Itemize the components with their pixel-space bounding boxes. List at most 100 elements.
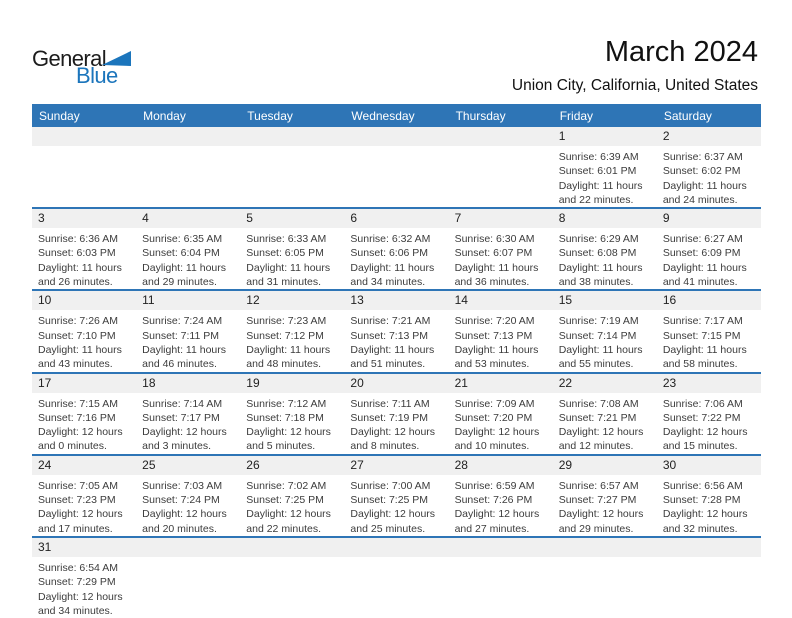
day-cell-8: 8 Sunrise: 6:29 AM Sunset: 6:08 PM Daylight… — [552, 208, 657, 290]
sun-times: Sunrise: 6:33 AM Sunset: 6:05 PM Daylight:… — [240, 228, 344, 289]
sun-times-line: and 29 minutes. — [558, 522, 634, 535]
sun-times-line: Daylight: 11 hours — [142, 261, 226, 274]
sun-times: Sunrise: 6:27 AM Sunset: 6:09 PM Daylight:… — [657, 228, 761, 289]
day-number: 12 — [240, 291, 345, 311]
sun-times-line: Sunrise: 7:19 AM — [558, 315, 639, 328]
sun-times-line: Sunset: 7:20 PM — [454, 411, 533, 424]
sun-times-line: Sunrise: 7:12 AM — [246, 397, 327, 410]
day-cell-7: 7 Sunrise: 6:30 AM Sunset: 6:07 PM Daylight… — [448, 208, 553, 290]
sun-times-line: and 48 minutes. — [246, 358, 321, 371]
sun-times: Sunrise: 6:57 AM Sunset: 7:27 PM Daylight:… — [553, 475, 657, 536]
sun-times-line: and 20 minutes. — [142, 522, 217, 535]
day-cell-16: 16 Sunrise: 7:17 AM Sunset: 7:15 PM Dayligh… — [656, 290, 761, 372]
sun-times-line: Sunset: 7:12 PM — [246, 329, 324, 342]
sun-times-line: Daylight: 11 hours — [350, 261, 435, 274]
sun-times-line: Daylight: 11 hours — [454, 343, 539, 356]
day-cell-25: 25 Sunrise: 7:03 AM Sunset: 7:24 PM Dayligh… — [136, 455, 241, 537]
sun-times-line: and 58 minutes. — [662, 358, 738, 371]
day-number: 23 — [656, 373, 761, 393]
sun-times-line: and 32 minutes. — [662, 522, 738, 535]
day-cell-29: 29 Sunrise: 6:57 AM Sunset: 7:27 PM Dayligh… — [552, 455, 657, 537]
sun-times: Sunrise: 7:17 AM Sunset: 7:15 PM Daylight:… — [657, 310, 761, 371]
sun-times-line: Daylight: 11 hours — [246, 343, 331, 356]
sun-times-line: Daylight: 11 hours — [662, 261, 747, 274]
sun-times-line: Sunset: 6:01 PM — [558, 165, 637, 178]
day-number: 2 — [656, 127, 761, 146]
day-number: 29 — [552, 455, 657, 475]
sun-times-line: and 38 minutes. — [558, 276, 634, 289]
sun-times-line: and 8 minutes. — [350, 440, 420, 453]
sun-times-line: and 53 minutes. — [454, 358, 530, 371]
day-cell-1: 1 Sunrise: 6:39 AM Sunset: 6:01 PM Daylight… — [552, 127, 657, 208]
sun-times-line: Sunrise: 6:36 AM — [38, 233, 118, 246]
sun-times-line: and 26 minutes. — [38, 276, 113, 289]
sun-times-line: and 0 minutes. — [38, 440, 107, 453]
sun-times-line: Sunset: 7:11 PM — [142, 329, 219, 342]
day-number — [344, 537, 449, 557]
sun-times-line: Sunset: 7:16 PM — [38, 411, 116, 424]
sun-times-line: Sunset: 7:15 PM — [662, 329, 741, 342]
sun-times-line: Sunrise: 6:32 AM — [350, 233, 431, 246]
logo-text-general: General — [32, 46, 107, 71]
sun-times-line: Sunrise: 7:00 AM — [350, 479, 431, 492]
sun-times: Sunrise: 6:37 AM Sunset: 6:02 PM Daylight:… — [657, 146, 761, 207]
sun-times-line: Sunset: 7:25 PM — [246, 494, 324, 507]
sun-times-line: Sunrise: 6:37 AM — [662, 151, 743, 163]
sun-times-line: Daylight: 12 hours — [350, 426, 436, 439]
day-number: 27 — [344, 455, 449, 475]
day-number — [656, 537, 761, 557]
weekday-header-wednesday: Wednesday — [344, 104, 449, 127]
day-cell-14: 14 Sunrise: 7:20 AM Sunset: 7:13 PM Dayligh… — [448, 290, 553, 372]
sun-times-line: Daylight: 11 hours — [38, 261, 122, 274]
sun-times: Sunrise: 6:32 AM Sunset: 6:06 PM Daylight:… — [344, 228, 448, 289]
sun-times-line: Sunrise: 7:17 AM — [662, 315, 743, 328]
sun-times: Sunrise: 7:19 AM Sunset: 7:14 PM Daylight:… — [553, 310, 657, 371]
sun-times-line: Sunset: 6:08 PM — [558, 247, 637, 260]
sun-times-line: Daylight: 12 hours — [142, 508, 227, 521]
day-number: 13 — [344, 291, 449, 311]
sun-times-line: Sunset: 7:10 PM — [38, 329, 116, 342]
day-cell-17: 17 Sunrise: 7:15 AM Sunset: 7:16 PM Dayligh… — [32, 373, 137, 455]
week-row-2: 3 Sunrise: 6:36 AM Sunset: 6:03 PM Daylight… — [32, 208, 761, 291]
sun-times-line: and 12 minutes. — [558, 440, 634, 453]
sun-times-line: Sunset: 7:24 PM — [142, 494, 220, 507]
sun-times-line: Sunrise: 6:39 AM — [558, 151, 639, 163]
day-cell-19: 19 Sunrise: 7:12 AM Sunset: 7:18 PM Dayligh… — [240, 373, 345, 455]
logo-triangle-icon — [102, 51, 131, 72]
sun-times-line: Sunrise: 7:26 AM — [38, 315, 118, 328]
sun-times-line: Sunrise: 6:57 AM — [558, 479, 639, 492]
sun-times-line: and 46 minutes. — [142, 358, 217, 371]
day-cell-10: 10 Sunrise: 7:26 AM Sunset: 7:10 PM Dayligh… — [32, 290, 137, 372]
sun-times-line: Sunrise: 7:15 AM — [38, 397, 118, 410]
sun-times-line: Daylight: 11 hours — [38, 343, 122, 356]
sun-times-line: Daylight: 11 hours — [558, 343, 643, 356]
day-cell-4: 4 Sunrise: 6:35 AM Sunset: 6:04 PM Daylight… — [136, 208, 241, 290]
day-number: 16 — [656, 291, 761, 311]
sun-times-line: and 55 minutes. — [558, 358, 634, 371]
sun-times-line: and 43 minutes. — [38, 358, 113, 371]
sun-times-line: Sunset: 6:05 PM — [246, 247, 324, 260]
sun-times-line: Sunrise: 6:30 AM — [454, 233, 535, 246]
sun-times-line: Sunrise: 7:21 AM — [350, 315, 431, 328]
weekday-header-row: Sunday Monday Tuesday Wednesday Thursday Frid… — [32, 104, 761, 127]
sun-times: Sunrise: 7:05 AM Sunset: 7:23 PM Daylight:… — [32, 475, 136, 536]
weekday-header-friday: Friday — [552, 104, 657, 127]
sun-times-line: Sunrise: 7:08 AM — [558, 397, 639, 410]
day-cell-5: 5 Sunrise: 6:33 AM Sunset: 6:05 PM Daylight… — [240, 208, 345, 290]
empty-day-cell — [448, 537, 553, 618]
sun-times-line: and 10 minutes. — [454, 440, 530, 453]
sun-times-line: Sunrise: 6:29 AM — [558, 233, 639, 246]
weekday-header-saturday: Saturday — [656, 104, 761, 127]
day-cell-24: 24 Sunrise: 7:05 AM Sunset: 7:23 PM Dayligh… — [32, 455, 137, 537]
sun-times-line: and 22 minutes. — [558, 193, 634, 206]
empty-day-cell — [344, 127, 449, 208]
sun-times-line: Daylight: 11 hours — [246, 261, 331, 274]
sun-times-line: and 17 minutes. — [38, 522, 113, 535]
sun-times-line: and 34 minutes. — [38, 604, 113, 617]
day-number: 24 — [32, 455, 137, 475]
sun-times-line: Sunrise: 6:54 AM — [38, 561, 118, 574]
weekday-header-tuesday: Tuesday — [240, 104, 345, 127]
sun-times-line: Sunrise: 6:56 AM — [662, 479, 743, 492]
sun-times-line: Sunset: 6:03 PM — [38, 247, 116, 260]
day-cell-30: 30 Sunrise: 6:56 AM Sunset: 7:28 PM Dayligh… — [656, 455, 761, 537]
